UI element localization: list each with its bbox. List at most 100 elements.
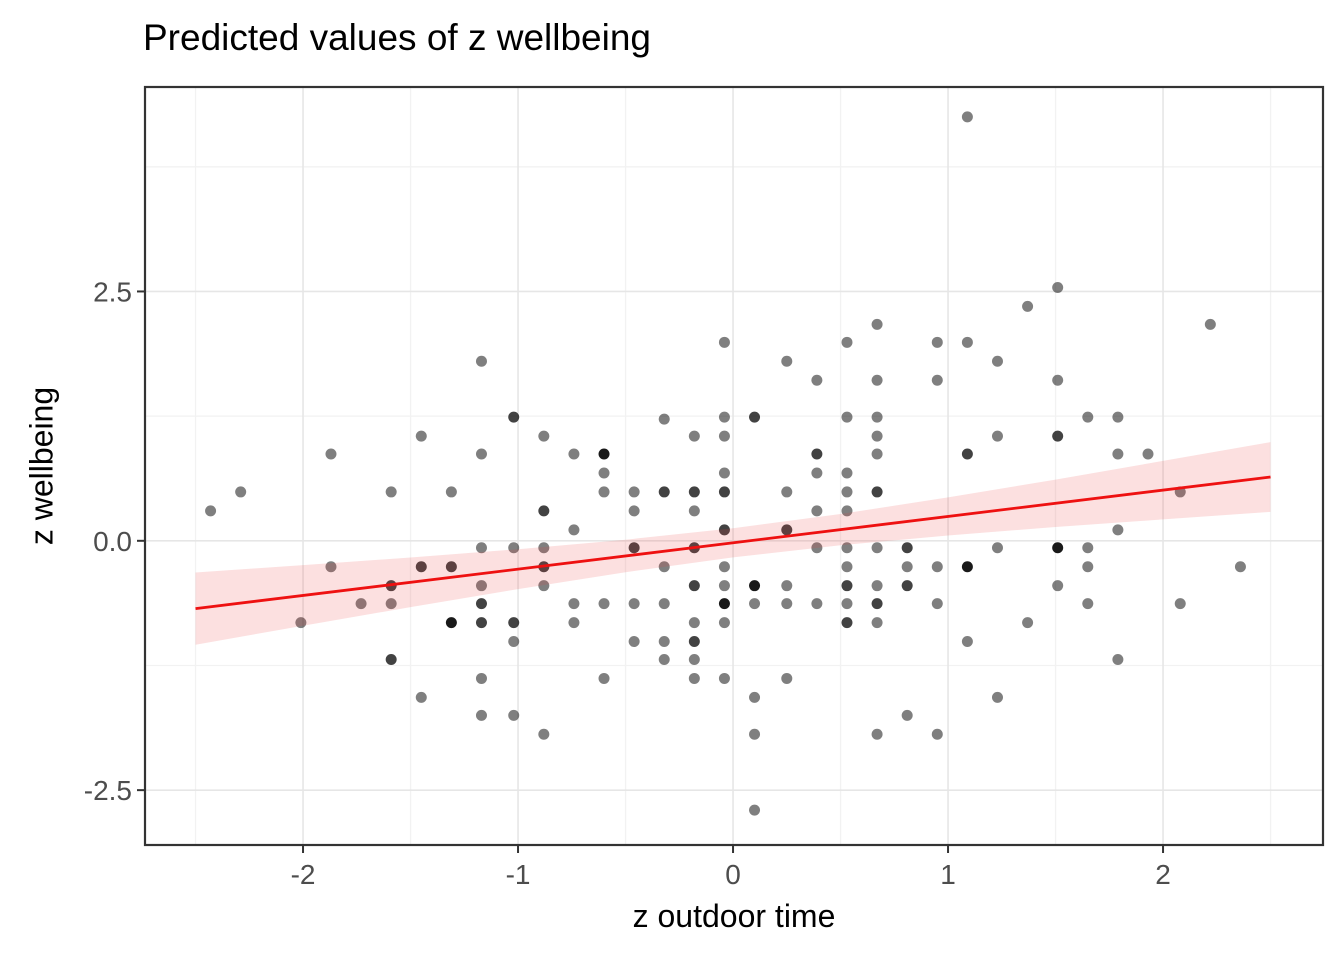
- data-point: [1052, 542, 1064, 554]
- data-point: [961, 636, 973, 648]
- data-point: [538, 430, 550, 442]
- data-point: [415, 561, 427, 573]
- data-point: [991, 355, 1003, 367]
- x-tick-label: 0: [725, 859, 741, 890]
- data-point: [901, 542, 913, 554]
- data-point: [718, 580, 730, 592]
- data-point: [658, 636, 670, 648]
- data-point: [1174, 598, 1186, 610]
- x-tick-label: 2: [1155, 859, 1171, 890]
- x-axis-title: z outdoor time: [632, 898, 836, 934]
- data-point: [781, 486, 793, 498]
- x-tick-label: -1: [506, 859, 531, 890]
- data-point: [871, 728, 883, 740]
- y-tick-labels: 2.5 0.0 -2.5: [84, 276, 132, 806]
- data-point: [749, 728, 761, 740]
- data-point: [749, 580, 761, 592]
- data-point: [598, 598, 610, 610]
- data-point: [538, 542, 550, 554]
- x-tick-label: 1: [940, 859, 956, 890]
- data-point: [295, 617, 307, 629]
- data-point: [1142, 448, 1154, 460]
- data-point: [205, 505, 217, 517]
- data-point: [325, 561, 337, 573]
- data-point: [901, 580, 913, 592]
- data-point: [871, 448, 883, 460]
- data-point: [749, 411, 761, 423]
- data-point: [811, 542, 823, 554]
- data-point: [871, 486, 883, 498]
- data-point: [931, 728, 943, 740]
- data-point: [508, 617, 520, 629]
- data-point: [688, 486, 700, 498]
- data-point: [718, 524, 730, 536]
- data-point: [841, 336, 853, 348]
- y-axis-title: z wellbeing: [23, 386, 60, 546]
- data-point: [1052, 374, 1064, 386]
- data-point: [841, 561, 853, 573]
- data-point: [688, 653, 700, 665]
- data-point: [355, 598, 367, 610]
- data-point: [385, 486, 397, 498]
- data-point: [841, 486, 853, 498]
- data-point: [901, 709, 913, 721]
- regression-line: [195, 475, 1271, 611]
- data-point: [749, 691, 761, 703]
- data-point: [1082, 542, 1094, 554]
- data-point: [931, 336, 943, 348]
- data-point: [385, 598, 397, 610]
- data-point: [475, 709, 487, 721]
- data-point: [445, 561, 457, 573]
- data-point: [931, 561, 943, 573]
- data-point: [961, 561, 973, 573]
- data-point: [475, 542, 487, 554]
- data-point: [1052, 430, 1064, 442]
- data-point: [781, 524, 793, 536]
- data-point: [688, 580, 700, 592]
- chart-title: Predicted values of z wellbeing: [143, 17, 652, 58]
- data-point: [1234, 561, 1246, 573]
- data-point: [1082, 561, 1094, 573]
- data-point: [718, 430, 730, 442]
- data-point: [445, 486, 457, 498]
- x-tick-labels: -2 -1 0 1 2: [291, 859, 1171, 890]
- gridlines-major: [145, 87, 1323, 845]
- data-point: [961, 448, 973, 460]
- data-point: [961, 111, 973, 123]
- data-point: [871, 542, 883, 554]
- data-point: [991, 542, 1003, 554]
- data-point: [538, 728, 550, 740]
- data-point: [841, 542, 853, 554]
- data-point: [1112, 448, 1124, 460]
- data-point: [1052, 580, 1064, 592]
- data-point: [508, 542, 520, 554]
- data-point: [811, 598, 823, 610]
- data-point: [508, 636, 520, 648]
- data-point: [538, 505, 550, 517]
- data-point: [718, 672, 730, 684]
- data-point: [718, 598, 730, 610]
- data-point: [781, 672, 793, 684]
- data-point: [688, 430, 700, 442]
- data-point: [841, 598, 853, 610]
- data-point: [811, 448, 823, 460]
- data-point: [871, 411, 883, 423]
- data-point: [658, 653, 670, 665]
- data-point: [991, 691, 1003, 703]
- data-point: [871, 617, 883, 629]
- data-point: [235, 486, 247, 498]
- data-point: [871, 374, 883, 386]
- data-point: [568, 524, 580, 536]
- data-point: [1022, 617, 1034, 629]
- data-point: [931, 374, 943, 386]
- panel-background: [145, 87, 1323, 845]
- data-point: [811, 467, 823, 479]
- data-point: [475, 580, 487, 592]
- data-point: [871, 598, 883, 610]
- data-point: [841, 411, 853, 423]
- data-point: [718, 467, 730, 479]
- data-point: [991, 430, 1003, 442]
- data-point: [811, 374, 823, 386]
- data-point: [1204, 318, 1216, 330]
